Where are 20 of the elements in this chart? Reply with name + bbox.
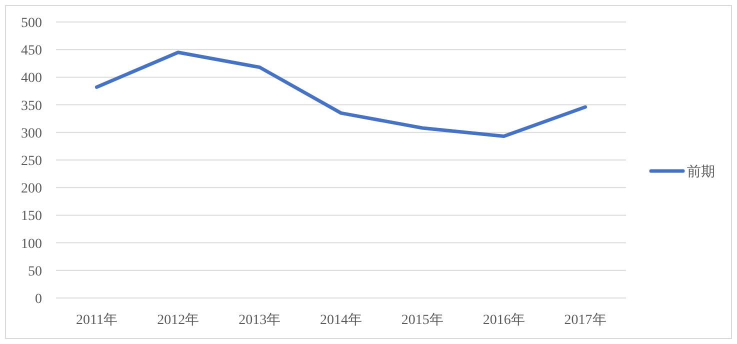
y-tick-label: 450	[21, 44, 42, 59]
x-tick-label: 2016年	[482, 312, 525, 328]
y-tick-label: 500	[21, 16, 42, 31]
y-tick-label: 250	[21, 154, 42, 169]
x-tick-label: 2013年	[238, 312, 281, 328]
y-tick-label: 100	[21, 236, 42, 252]
y-tick-label: 150	[21, 209, 42, 224]
y-tick-label: 350	[21, 98, 42, 114]
y-tick-label: 200	[21, 182, 42, 197]
legend-label: 前期	[687, 164, 715, 180]
line-series	[94, 50, 588, 138]
y-tick-label: 0	[35, 292, 42, 307]
y-tick-label: 400	[21, 71, 42, 86]
y-tick-label: 50	[28, 264, 42, 280]
x-tick-label: 2012年	[157, 312, 200, 328]
x-tick-label: 2015年	[401, 312, 444, 328]
x-tick-label: 2014年	[320, 312, 362, 328]
y-tick-label: 300	[21, 126, 42, 142]
x-tick-label: 2011年	[76, 312, 118, 328]
x-tick-label: 2017年	[564, 312, 606, 328]
